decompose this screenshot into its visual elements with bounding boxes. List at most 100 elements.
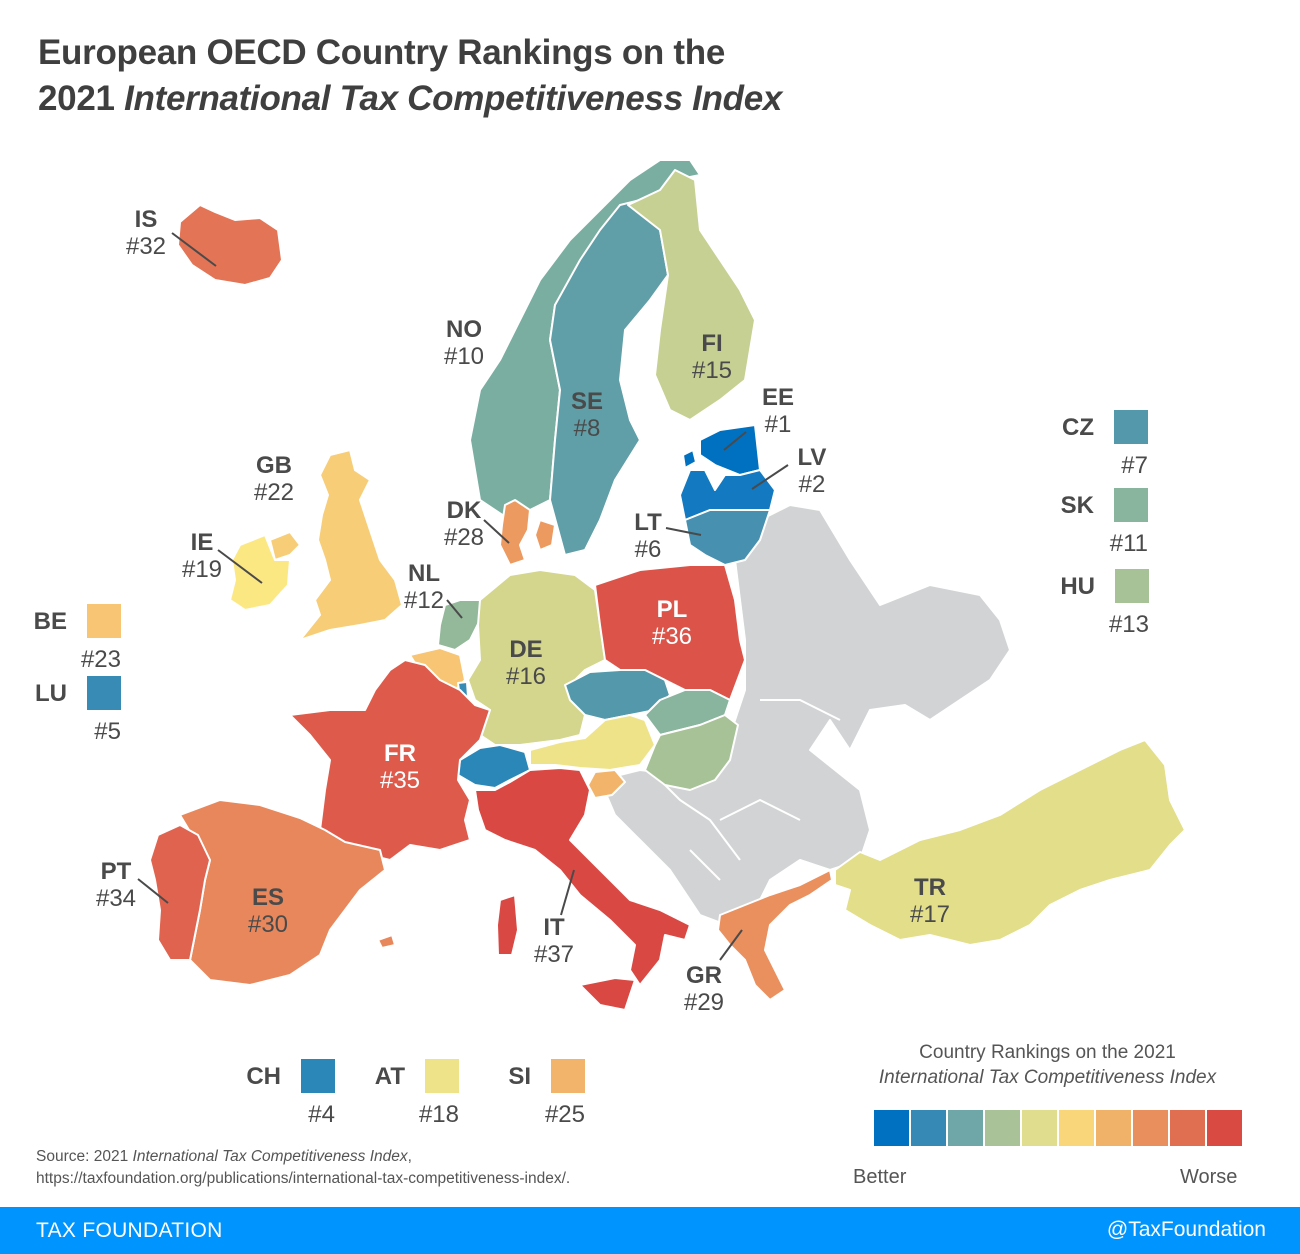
country-IT[interactable] <box>474 767 691 986</box>
side-key-CZ: CZ #7 <box>1050 410 1148 480</box>
label-rank: #1 <box>764 411 792 438</box>
side-key-rank: #23 <box>80 646 121 673</box>
side-key-SI: SI #25 <box>490 1059 585 1129</box>
country-LT[interactable] <box>684 509 771 566</box>
country-NL[interactable] <box>437 599 481 651</box>
country-GB-ni[interactable] <box>269 531 301 561</box>
label-rank: #19 <box>181 556 223 583</box>
leader-line-GR <box>719 929 743 961</box>
country-DK-islands[interactable] <box>534 519 556 551</box>
country-FI[interactable] <box>627 169 756 421</box>
label-rank: #10 <box>443 343 485 370</box>
side-key-code: CZ <box>1062 414 1094 441</box>
color-legend: Country Rankings on the 2021 Internation… <box>850 1040 1245 1090</box>
label-PL: PL #36 <box>642 596 702 650</box>
side-key-swatch <box>551 1059 585 1093</box>
footer-bar: TAX FOUNDATION @TaxFoundation <box>0 1207 1300 1254</box>
label-rank: #36 <box>651 623 693 650</box>
side-key-rank: #11 <box>1109 530 1148 557</box>
label-rank: #32 <box>125 233 167 260</box>
label-code: DE <box>509 636 543 663</box>
country-IT-sicily[interactable] <box>579 977 636 1011</box>
label-IE: IE #19 <box>174 529 230 583</box>
label-code: LV <box>797 444 827 471</box>
label-SE: SE #8 <box>565 388 609 442</box>
side-key-code: CH <box>246 1063 281 1090</box>
country-EE[interactable] <box>699 424 761 476</box>
country-ES-baleares[interactable] <box>377 934 396 949</box>
label-rank: #28 <box>443 524 485 551</box>
label-code: SE <box>570 388 603 415</box>
side-key-rank: #4 <box>308 1101 335 1128</box>
footer-twitter-handle[interactable]: @TaxFoundation <box>1106 1218 1266 1241</box>
label-code: LT <box>634 509 662 536</box>
label-code: GB <box>256 452 292 479</box>
leader-line-PT <box>137 878 169 904</box>
side-key-rank: #13 <box>1108 611 1149 638</box>
side-key-rank: #7 <box>1121 452 1148 479</box>
side-key-CH: CH #4 <box>230 1059 335 1129</box>
label-rank: #22 <box>253 479 295 506</box>
legend-color-scale <box>874 1110 1242 1146</box>
label-rank: #12 <box>403 587 445 614</box>
country-DK[interactable] <box>499 499 531 566</box>
side-key-BE: BE #23 <box>20 604 121 674</box>
source-suffix: , <box>407 1148 412 1165</box>
legend-scale-step-9 <box>1170 1110 1205 1146</box>
title-year: 2021 <box>38 79 125 118</box>
source-url[interactable]: https://taxfoundation.org/publications/i… <box>36 1170 571 1187</box>
title-index-name: International Tax Competitiveness Index <box>124 79 783 118</box>
country-HU[interactable] <box>644 714 739 791</box>
legend-scale-step-10 <box>1207 1110 1242 1146</box>
label-rank: #37 <box>533 941 575 968</box>
country-IT-sardinia[interactable] <box>496 894 519 956</box>
label-code: IS <box>134 206 158 233</box>
label-code: IT <box>543 914 565 941</box>
side-key-rank: #5 <box>94 718 121 745</box>
country-GB[interactable] <box>299 449 403 641</box>
label-code: TR <box>914 874 946 901</box>
country-PT[interactable] <box>149 824 211 961</box>
legend-scale-step-6 <box>1059 1110 1094 1146</box>
side-key-swatch <box>301 1059 335 1093</box>
label-rank: #15 <box>691 357 733 384</box>
label-rank: #8 <box>573 415 601 442</box>
label-ES: ES #30 <box>238 884 298 938</box>
country-GR[interactable] <box>717 869 833 1001</box>
label-PT: PT #34 <box>86 858 146 912</box>
country-SE[interactable] <box>549 199 669 556</box>
legend-scale-step-8 <box>1133 1110 1168 1146</box>
country-FR[interactable] <box>289 659 491 861</box>
country-EE-island[interactable] <box>682 449 697 469</box>
side-key-LU: LU #5 <box>20 676 121 746</box>
country-IE[interactable] <box>229 534 291 611</box>
label-LT: LT #6 <box>626 509 670 563</box>
country-IS[interactable] <box>177 204 283 286</box>
label-EE: EE #1 <box>756 384 800 438</box>
legend-title-line-1: Country Rankings on the 2021 <box>919 1042 1176 1063</box>
side-key-swatch <box>87 676 121 710</box>
country-TR[interactable] <box>834 739 1186 946</box>
legend-scale-step-4 <box>985 1110 1020 1146</box>
legend-title-line-2: International Tax Competitiveness Index <box>878 1067 1217 1088</box>
side-key-swatch <box>1114 488 1148 522</box>
source-title: International Tax Competitiveness Index <box>132 1148 408 1165</box>
side-key-swatch <box>1115 569 1149 603</box>
label-rank: #17 <box>909 901 951 928</box>
title-line-2: 2021 International Tax Competitiveness I… <box>38 76 782 122</box>
side-key-code: LU <box>35 680 67 707</box>
label-TR: TR #17 <box>900 874 960 928</box>
footer-brand[interactable]: TAX FOUNDATION <box>36 1219 223 1242</box>
source-note: Source: 2021 International Tax Competiti… <box>36 1146 570 1190</box>
side-key-SK: SK #11 <box>1050 488 1148 558</box>
legend-scale-step-2 <box>911 1110 946 1146</box>
side-key-rank: #25 <box>544 1101 585 1128</box>
label-LV: LV #2 <box>790 444 834 498</box>
side-key-swatch <box>425 1059 459 1093</box>
label-IT: IT #37 <box>524 914 584 968</box>
label-NO: NO #10 <box>434 316 494 370</box>
label-code: PT <box>100 858 132 885</box>
side-key-code: BE <box>33 608 67 635</box>
legend-better-label: Better <box>853 1166 907 1188</box>
